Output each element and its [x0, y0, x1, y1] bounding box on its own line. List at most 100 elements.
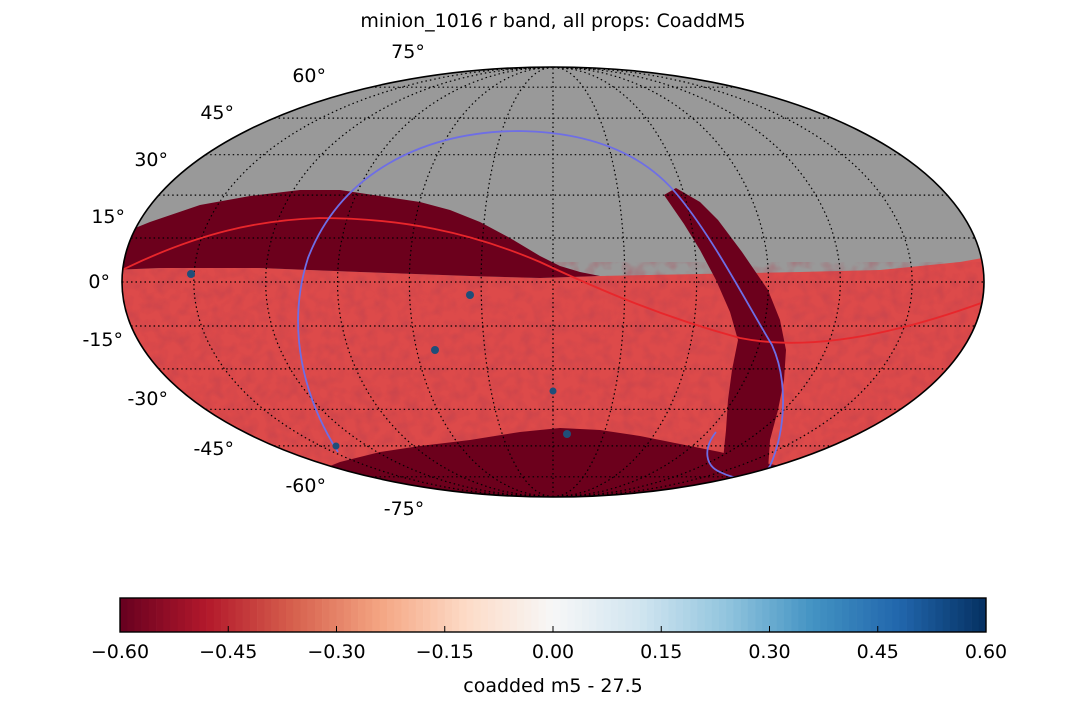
colorbar-segment: [531, 598, 539, 632]
colorbar-ticks: −0.60 −0.45 −0.30 −0.15 0.00 0.15 0.30 0.45 0.60: [91, 626, 1007, 663]
colorbar-segment: [877, 598, 886, 632]
longitude-gridline: [552, 67, 913, 497]
colorbar-segment: [827, 598, 835, 632]
colorbar-segment: [336, 598, 345, 632]
colorbar-segment: [545, 598, 554, 632]
colorbar-segment: [401, 598, 409, 632]
colorbar-segment: [848, 598, 857, 632]
colorbar-segment: [661, 598, 669, 632]
colorbar-segment: [596, 598, 604, 632]
colorbar-segment: [697, 598, 705, 632]
lat-label-75: 75°: [391, 41, 425, 63]
colorbar-segment: [221, 598, 229, 632]
colorbar-segment: [733, 598, 741, 632]
colorbar-segment: [271, 598, 280, 632]
colorbar-segment: [127, 598, 135, 632]
colorbar-segment: [451, 598, 460, 632]
colorbar-segment: [495, 598, 503, 632]
colorbar-segment: [978, 598, 987, 632]
colorbar-segment: [639, 598, 648, 632]
sky-map: [121, 66, 985, 498]
colorbar-segment: [718, 598, 727, 632]
colorbar-segment: [177, 598, 186, 632]
colorbar-segment: [610, 598, 619, 632]
colorbar-tick-label: 0.60: [965, 641, 1007, 663]
colorbar-segment: [755, 598, 763, 632]
colorbar-segment: [964, 598, 972, 632]
colorbar-segment: [632, 598, 640, 632]
colorbar-tick-label: 0.15: [640, 641, 682, 663]
longitude-gridline: [265, 67, 554, 497]
colorbar-segment: [120, 598, 128, 632]
colorbar-segment: [394, 598, 402, 632]
ddf-point: [187, 270, 195, 278]
colorbar-segment: [884, 598, 893, 632]
longitude-gridline: [552, 67, 698, 497]
colorbar-segment: [971, 598, 980, 632]
colorbar-segment: [343, 598, 352, 632]
colorbar-segment: [293, 598, 301, 632]
deep-drilling-fields: [187, 270, 571, 450]
colorbar-segment: [213, 598, 222, 632]
colorbar-segment: [747, 598, 756, 632]
colorbar-segment: [921, 598, 929, 632]
colorbar-segment: [184, 598, 193, 632]
colorbar-segment: [603, 598, 612, 632]
colorbar-segment: [228, 598, 236, 632]
colorbar-segment: [156, 598, 164, 632]
colorbar-segment: [740, 598, 749, 632]
colorbar-segment: [372, 598, 381, 632]
colorbar-tick-label: 0.30: [748, 641, 790, 663]
ddf-point: [549, 387, 557, 395]
ecliptic-curve: [122, 217, 984, 344]
colorbar-segment: [423, 598, 431, 632]
colorbar-segment: [148, 598, 157, 632]
colorbar-segment: [206, 598, 215, 632]
longitude-gridline: [408, 67, 554, 497]
colorbar-segment: [791, 598, 799, 632]
lat-label-45: 45°: [200, 102, 234, 124]
galactic-plane-region: [664, 188, 786, 470]
colorbar-segment: [163, 598, 171, 632]
graticule: [122, 67, 984, 497]
colorbar-segment: [834, 598, 842, 632]
colorbar-segment: [199, 598, 207, 632]
colorbar-segment: [365, 598, 373, 632]
longitude-gridline: [552, 67, 770, 497]
colorbar-segment: [408, 598, 417, 632]
colorbar-segment: [242, 598, 251, 632]
colorbar-segment: [350, 598, 359, 632]
lat-label-m45: -45°: [193, 438, 234, 460]
colorbar-segment: [560, 598, 568, 632]
colorbar-segment: [820, 598, 828, 632]
colorbar: −0.60 −0.45 −0.30 −0.15 0.00 0.15 0.30 0.45 0.60…: [91, 597, 1007, 697]
colorbar-segment: [430, 598, 438, 632]
colorbar-segment: [466, 598, 474, 632]
colorbar-segment: [444, 598, 453, 632]
colorbar-segment: [524, 598, 532, 632]
colorbar-segment: [141, 598, 150, 632]
colorbar-segment: [863, 598, 871, 632]
colorbar-segment: [459, 598, 467, 632]
colorbar-segment: [278, 598, 287, 632]
colorbar-segment: [509, 598, 518, 632]
colorbar-segment: [516, 598, 525, 632]
lat-label-0: 0°: [88, 271, 110, 293]
colorbar-segment: [841, 598, 850, 632]
colorbar-segment: [415, 598, 424, 632]
lat-label-60: 60°: [292, 65, 326, 87]
colorbar-segment: [574, 598, 583, 632]
colorbar-segment: [358, 598, 366, 632]
colorbar-segment: [913, 598, 922, 632]
colorbar-segment: [502, 598, 510, 632]
colorbar-segment: [942, 598, 951, 632]
colorbar-tick-label: −0.45: [199, 641, 257, 663]
colorbar-tick-label: 0.00: [532, 641, 574, 663]
longitude-gridline: [552, 67, 841, 497]
north-deep-region: [122, 190, 600, 278]
colorbar-segment: [567, 598, 575, 632]
colorbar-segment: [300, 598, 308, 632]
colorbar-segment: [625, 598, 633, 632]
colorbar-segment: [617, 598, 626, 632]
